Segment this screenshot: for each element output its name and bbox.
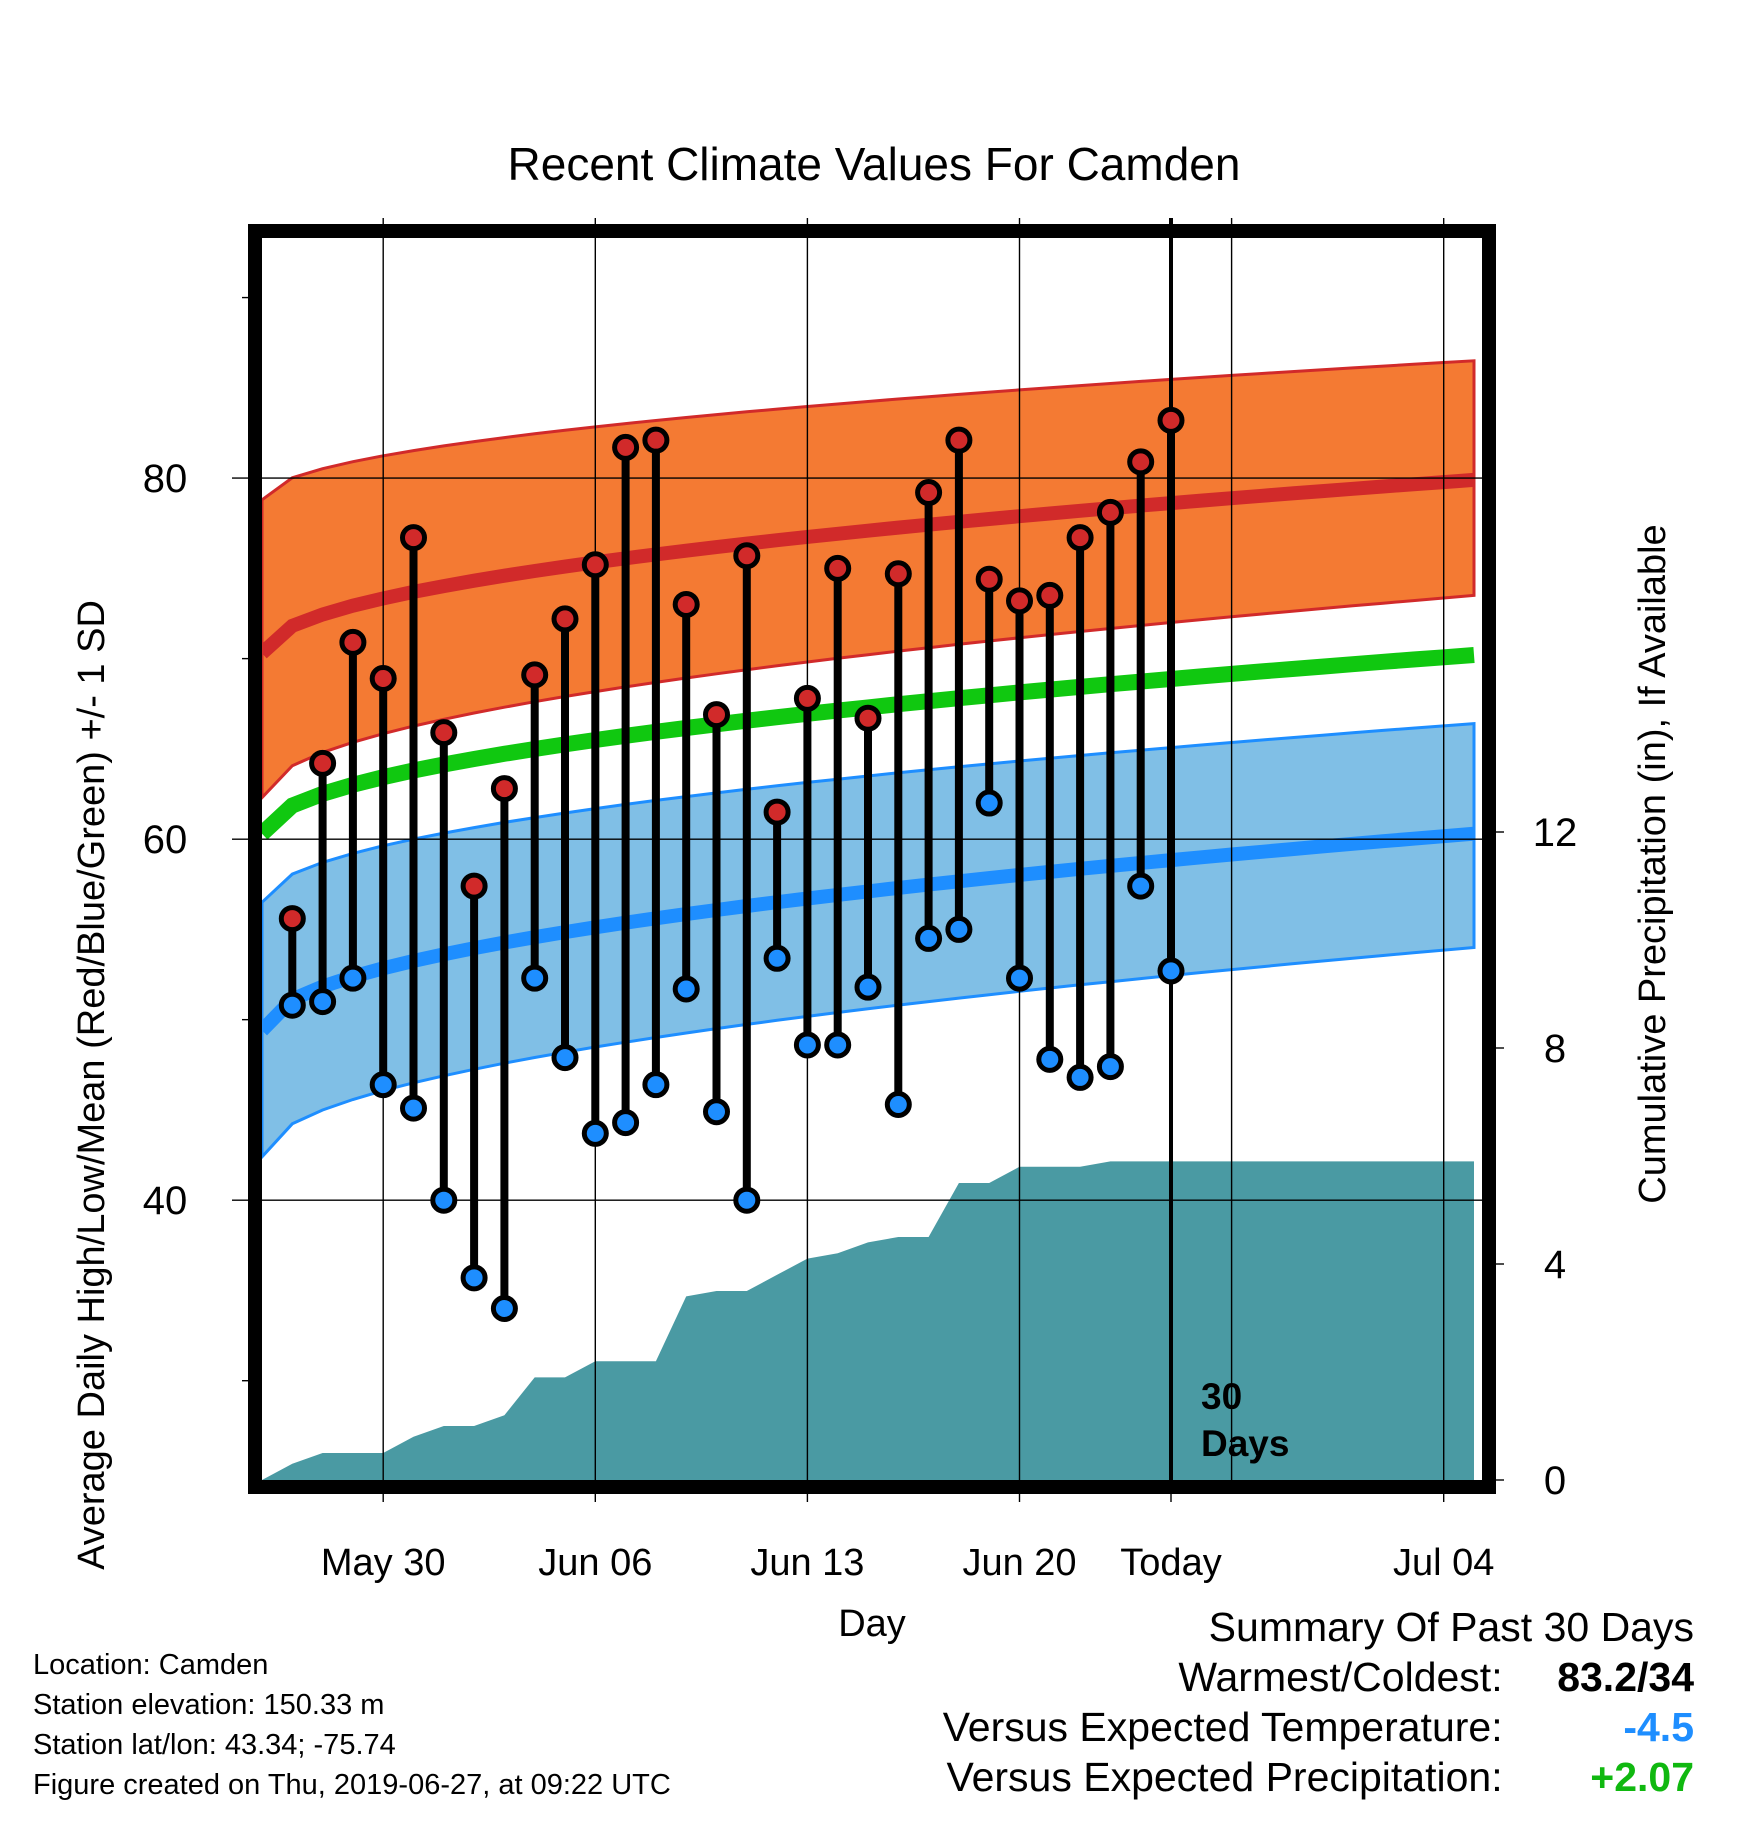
station-info: Location: Camden Station elevation: 150.… xyxy=(33,1645,671,1805)
daily-high-point xyxy=(763,798,791,826)
daily-low-point xyxy=(945,915,973,943)
today-label-days: Days xyxy=(1201,1423,1289,1464)
daily-low-point xyxy=(1036,1045,1064,1073)
daily-high-point xyxy=(1127,448,1155,476)
daily-low-point xyxy=(309,988,337,1016)
summary-title: Summary Of Past 30 Days xyxy=(1208,1604,1694,1650)
daily-low-point xyxy=(430,1186,458,1214)
y-right-tick-label: 4 xyxy=(1544,1243,1566,1287)
daily-high-point xyxy=(400,524,427,552)
daily-low-point xyxy=(1157,957,1185,985)
x-tick-label: Jun 20 xyxy=(962,1542,1076,1584)
daily-low-point xyxy=(1096,1053,1124,1081)
daily-low-point xyxy=(793,1031,821,1059)
daily-low-point xyxy=(1006,964,1033,992)
precip-anomaly-value: +2.07 xyxy=(1590,1754,1694,1800)
temp-anomaly-row: Versus Expected Temperature: -4.5 xyxy=(943,1702,1694,1752)
daily-low-point xyxy=(521,964,549,992)
daily-high-point xyxy=(1066,524,1094,552)
daily-low-point xyxy=(854,973,882,1001)
daily-low-point xyxy=(703,1098,730,1126)
daily-high-point xyxy=(1036,581,1064,609)
daily-high-point xyxy=(339,628,367,656)
daily-high-point xyxy=(490,775,518,803)
daily-high-point xyxy=(612,433,640,461)
daily-high-point xyxy=(642,426,670,454)
high-normal-line xyxy=(257,472,1475,659)
daily-low-point xyxy=(763,944,791,972)
daily-high-point xyxy=(703,701,730,729)
x-tick-label: Today xyxy=(1120,1542,1221,1584)
plot-frame xyxy=(248,224,1496,1494)
daily-low-point xyxy=(672,975,700,1003)
daily-high-point xyxy=(1157,406,1185,434)
daily-low-point xyxy=(460,1264,488,1292)
daily-high-point xyxy=(1006,587,1033,615)
daily-low-point xyxy=(612,1109,640,1137)
daily-high-point xyxy=(915,479,943,507)
today-label-30: 30 xyxy=(1201,1376,1242,1417)
y-right-tick-label: 12 xyxy=(1533,811,1578,855)
warm-cold-value: 83.2/34 xyxy=(1557,1654,1694,1700)
x-tick-label: May 30 xyxy=(321,1542,446,1584)
y-right-tick-label: 8 xyxy=(1544,1027,1566,1071)
daily-low-point xyxy=(369,1071,397,1099)
daily-low-point xyxy=(400,1094,427,1122)
y-left-tick-label: 40 xyxy=(143,1179,188,1223)
daily-high-point xyxy=(521,661,549,689)
daily-high-point xyxy=(733,542,761,570)
temp-anomaly-label: Versus Expected Temperature: xyxy=(942,1704,1503,1750)
chart-title: Recent Climate Values For Camden xyxy=(508,138,1241,190)
daily-high-point xyxy=(430,719,458,747)
daily-high-point xyxy=(793,684,821,712)
daily-low-point xyxy=(551,1044,579,1072)
daily-low-point xyxy=(915,924,943,952)
plot-area: May 30 Jun 06 Jun 13 Jun 20 Today Jul 0440608… xyxy=(143,218,1578,1584)
daily-high-point xyxy=(460,872,488,900)
summary-panel: Summary Of Past 30 Days Warmest/Coldest:… xyxy=(943,1602,1694,1802)
daily-low-point xyxy=(733,1186,761,1214)
daily-low-point xyxy=(1066,1063,1094,1091)
station-location: Location: Camden xyxy=(33,1649,269,1681)
daily-low-point xyxy=(581,1119,609,1147)
x-tick-label: Jul 04 xyxy=(1393,1542,1494,1584)
daily-low-point xyxy=(824,1031,852,1059)
daily-low-point xyxy=(278,991,306,1019)
y-axis-right-label: Cumulative Precipitation (in), If Availa… xyxy=(1632,524,1674,1203)
y-right-tick-label: 0 xyxy=(1544,1459,1566,1503)
daily-low-point xyxy=(490,1295,518,1323)
daily-high-point xyxy=(369,664,397,692)
y-left-tick-label: 60 xyxy=(143,818,188,862)
daily-high-point xyxy=(884,560,912,588)
daily-high-point xyxy=(975,565,1003,593)
x-axis-label: Day xyxy=(838,1603,906,1645)
daily-high-point xyxy=(551,605,579,633)
daily-high-point xyxy=(278,905,306,933)
daily-high-point xyxy=(824,554,852,582)
daily-low-point xyxy=(884,1091,912,1119)
temp-anomaly-value: -4.5 xyxy=(1623,1704,1694,1750)
daily-high-point xyxy=(581,551,609,579)
precip-anomaly-label: Versus Expected Precipitation: xyxy=(946,1754,1503,1800)
daily-high-point xyxy=(309,749,337,777)
daily-high-point xyxy=(1096,498,1124,526)
daily-high-point xyxy=(945,426,973,454)
daily-low-point xyxy=(1127,872,1155,900)
precip-anomaly-row: Versus Expected Precipitation: +2.07 xyxy=(943,1752,1695,1802)
daily-low-point xyxy=(975,789,1003,817)
daily-low-point xyxy=(642,1071,670,1099)
station-latlon: Station lat/lon: 43.34; -75.74 xyxy=(33,1729,396,1761)
y-left-tick-label: 80 xyxy=(143,457,188,501)
y-axis-left-label: Average Daily High/Low/Mean (Red/Blue/Gr… xyxy=(71,600,113,1570)
x-tick-label: Jun 06 xyxy=(538,1542,652,1584)
x-tick-label: Jun 13 xyxy=(750,1542,864,1584)
daily-low-point xyxy=(339,964,367,992)
station-elevation: Station elevation: 150.33 m xyxy=(33,1689,385,1721)
figure-created: Figure created on Thu, 2019-06-27, at 09… xyxy=(33,1769,671,1801)
daily-high-point xyxy=(854,704,882,732)
daily-high-point xyxy=(672,590,700,618)
warm-cold-label: Warmest/Coldest: xyxy=(1178,1654,1503,1700)
warm-cold-row: Warmest/Coldest: 83.2/34 xyxy=(943,1652,1694,1702)
